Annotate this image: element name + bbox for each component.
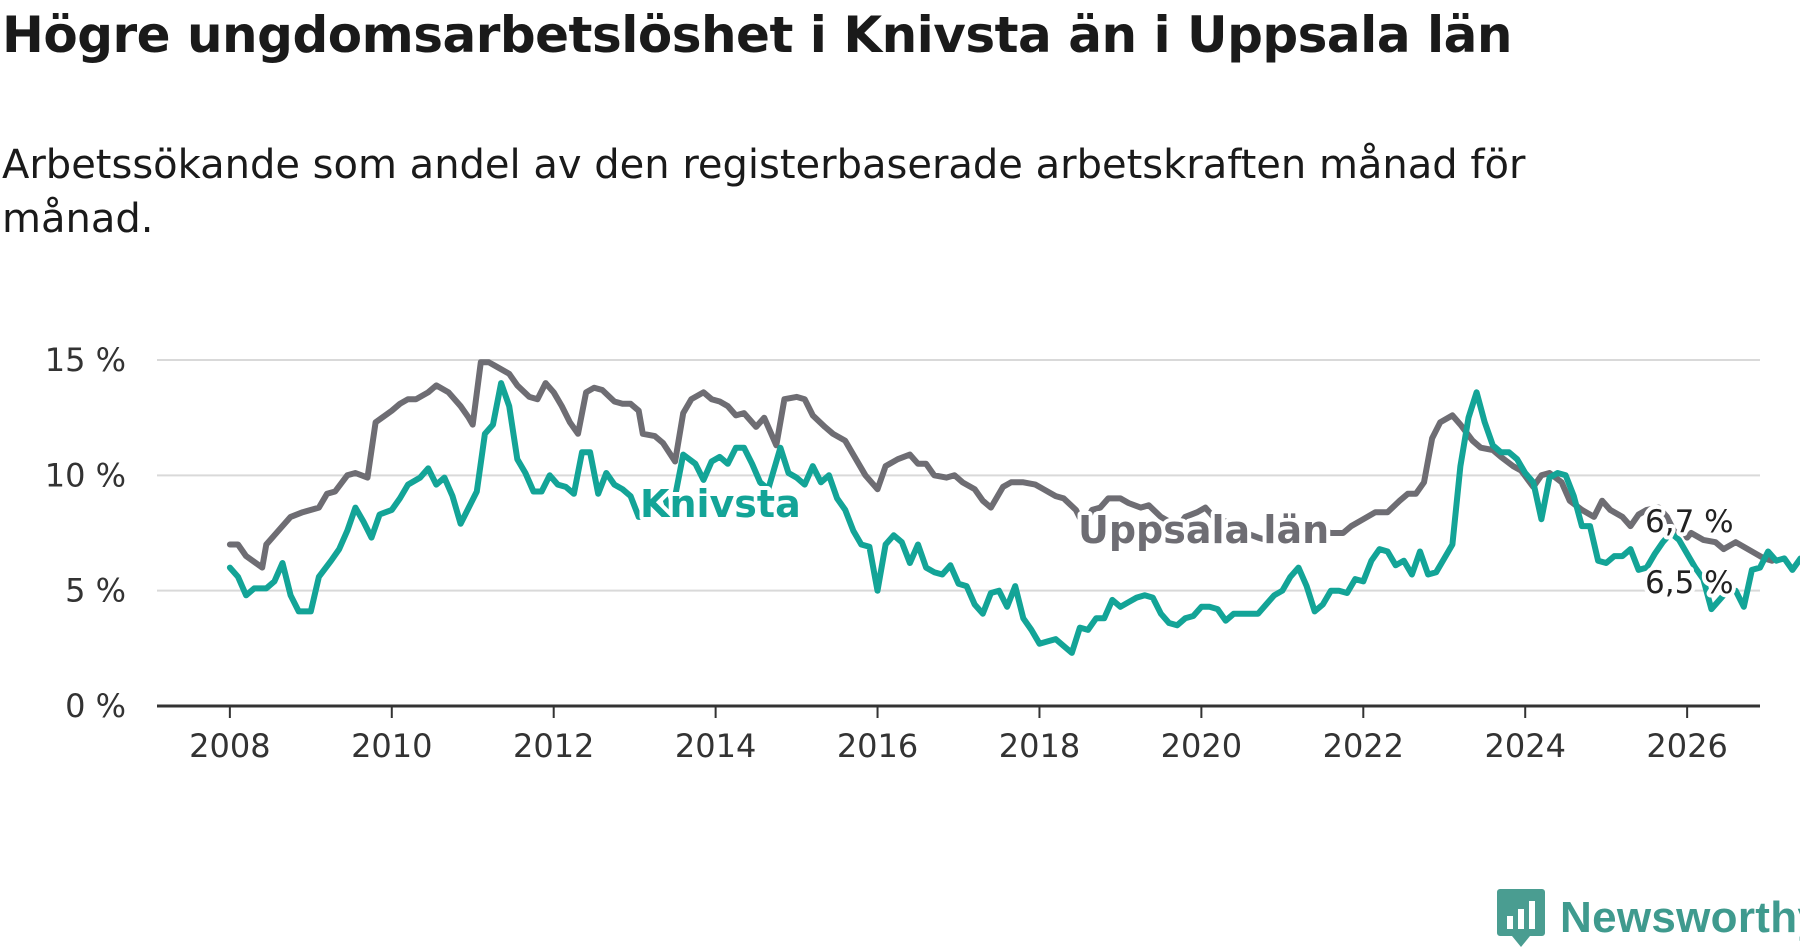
x-tick-label: 2014 xyxy=(675,727,756,765)
x-tick-label: 2012 xyxy=(513,727,594,765)
newsworthy-brand[interactable]: Newsworthy xyxy=(1496,886,1800,950)
y-tick-label: 0 % xyxy=(65,687,126,725)
x-tick-label: 2020 xyxy=(1161,727,1242,765)
bar-chart-speech-icon xyxy=(1497,889,1545,947)
chart-title: Högre ungdomsarbetslöshet i Knivsta än i… xyxy=(2,6,1512,64)
x-tick-label: 2010 xyxy=(351,727,432,765)
end-value-uppsala: 6,5 % xyxy=(1645,565,1734,601)
series-labels: Uppsala län 6,5 % Knivsta 6,7 % xyxy=(636,478,1738,605)
y-tick-label: 5 % xyxy=(65,572,126,610)
series-label-uppsala: Uppsala län xyxy=(1078,508,1329,552)
x-axis-ticks: 2008 2010 2012 2014 2016 2018 2020 2022 2024 2026 xyxy=(157,704,1760,765)
brand-name: Newsworthy xyxy=(1560,893,1800,942)
x-tick-label: 2016 xyxy=(837,727,918,765)
y-tick-label: 10 % xyxy=(45,456,126,494)
x-tick-label: 2026 xyxy=(1646,727,1727,765)
chart-subtitle: Arbetssökande som andel av den registerb… xyxy=(2,142,1526,242)
x-tick-label: 2024 xyxy=(1484,727,1565,765)
x-tick-label: 2022 xyxy=(1323,727,1404,765)
x-tick-label: 2018 xyxy=(999,727,1080,765)
series-line-knivsta xyxy=(226,380,1800,656)
series-line-uppsala-län xyxy=(226,359,1776,571)
y-tick-label: 15 % xyxy=(45,341,126,379)
series-label-knivsta: Knivsta xyxy=(640,482,801,526)
y-axis-ticks: 0 % 5 % 10 % 15 % xyxy=(45,341,126,725)
x-tick-label: 2008 xyxy=(189,727,270,765)
series-lines xyxy=(226,359,1800,656)
end-value-knivsta: 6,7 % xyxy=(1645,504,1734,540)
